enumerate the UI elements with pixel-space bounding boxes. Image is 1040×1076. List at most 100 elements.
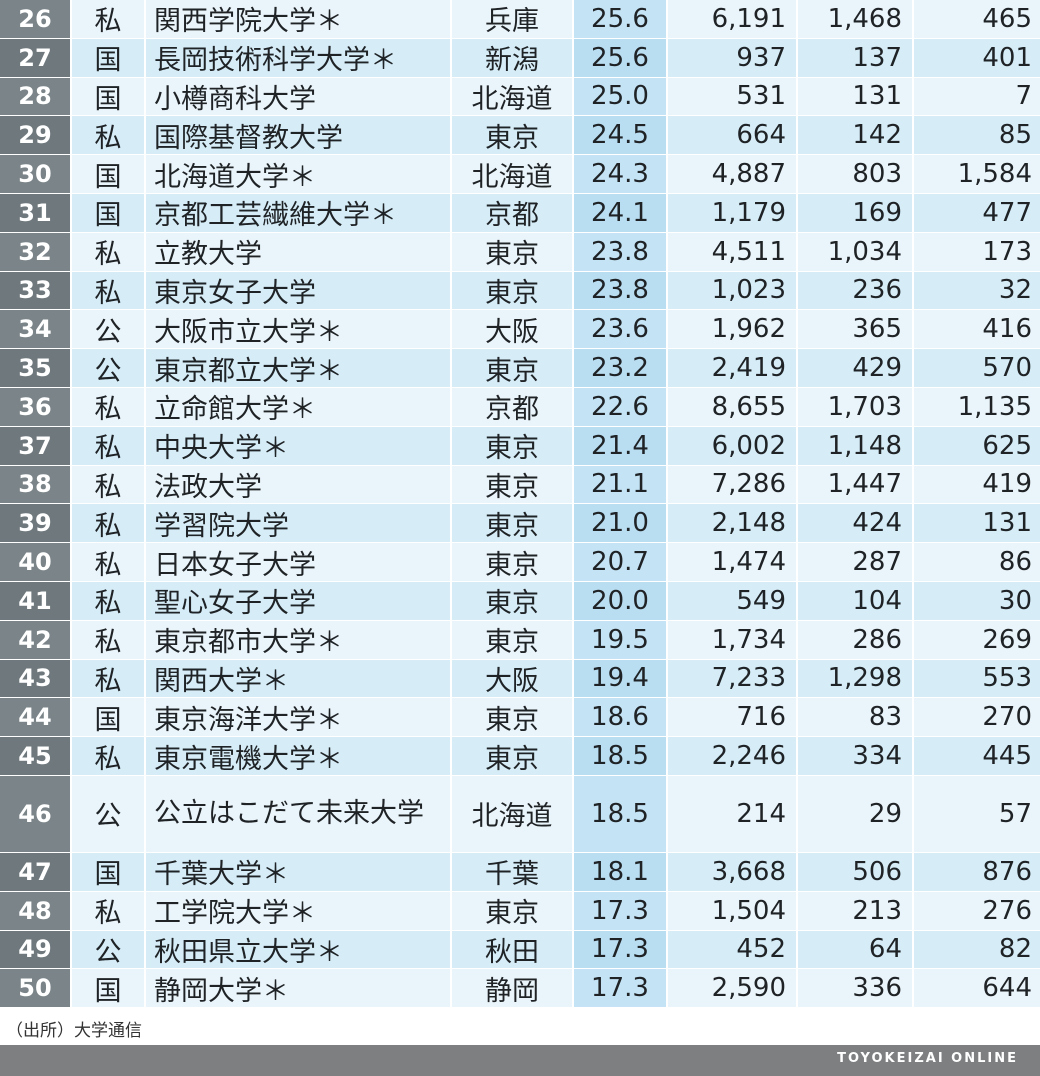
value3-cell: 85 bbox=[914, 116, 1040, 155]
ranking-table: 26 私関西学院大学＊ 兵庫 25.6 6,191 1,468 465 27 国長岡技術科学大… bbox=[0, 0, 1040, 1009]
prefecture-cell: 大阪 bbox=[452, 310, 574, 349]
score-cell: 21.1 bbox=[574, 465, 668, 504]
type-cell: 国 bbox=[72, 38, 146, 77]
university-name-cell: 北海道大学＊ bbox=[146, 155, 452, 193]
score-cell: 22.6 bbox=[574, 387, 668, 426]
rank-cell: 45 bbox=[0, 737, 72, 775]
value2-cell: 424 bbox=[798, 504, 914, 543]
table-row: 38 私法政大学 東京 21.1 7,286 1,447 419 bbox=[0, 465, 1040, 505]
rank-cell: 28 bbox=[0, 77, 72, 116]
university-name-cell: 東京都立大学＊ bbox=[146, 349, 452, 387]
prefecture-cell: 京都 bbox=[452, 193, 574, 232]
value1-cell: 1,962 bbox=[668, 310, 798, 349]
rank-cell: 31 bbox=[0, 193, 72, 232]
value1-cell: 1,734 bbox=[668, 620, 798, 659]
value2-cell: 142 bbox=[798, 116, 914, 155]
value1-cell: 1,504 bbox=[668, 891, 798, 930]
value1-cell: 2,148 bbox=[668, 504, 798, 543]
rank-cell: 48 bbox=[0, 891, 72, 930]
score-cell: 23.8 bbox=[574, 232, 668, 271]
score-cell: 17.3 bbox=[574, 969, 668, 1008]
university-name-cell: 中央大学＊ bbox=[146, 426, 452, 465]
prefecture-cell: 東京 bbox=[452, 271, 574, 310]
rank-cell: 46 bbox=[0, 775, 72, 852]
value2-cell: 286 bbox=[798, 620, 914, 659]
value2-cell: 1,703 bbox=[798, 387, 914, 426]
university-name-cell: 小樽商科大学 bbox=[146, 77, 452, 116]
value1-cell: 452 bbox=[668, 930, 798, 969]
table-row: 41 私聖心女子大学 東京 20.0 549 104 30 bbox=[0, 581, 1040, 621]
university-name-cell: 東京都市大学＊ bbox=[146, 620, 452, 659]
value1-cell: 8,655 bbox=[668, 387, 798, 426]
table-row: 26 私関西学院大学＊ 兵庫 25.6 6,191 1,468 465 bbox=[0, 0, 1040, 39]
rank-cell: 42 bbox=[0, 620, 72, 659]
type-cell: 私 bbox=[72, 891, 146, 930]
university-name-cell: 関西学院大学＊ bbox=[146, 0, 452, 38]
source-note: （出所）大学通信 bbox=[6, 1021, 142, 1041]
value2-cell: 83 bbox=[798, 698, 914, 737]
university-name-cell: 国際基督教大学 bbox=[146, 116, 452, 155]
value2-cell: 287 bbox=[798, 543, 914, 581]
prefecture-cell: 新潟 bbox=[452, 38, 574, 77]
prefecture-cell: 東京 bbox=[452, 426, 574, 465]
rank-cell: 30 bbox=[0, 155, 72, 193]
type-cell: 国 bbox=[72, 969, 146, 1008]
value1-cell: 664 bbox=[668, 116, 798, 155]
table-row: 39 私学習院大学 東京 21.0 2,148 424 131 bbox=[0, 504, 1040, 544]
score-cell: 20.7 bbox=[574, 543, 668, 581]
type-cell: 私 bbox=[72, 0, 146, 38]
university-name-cell: 公立はこだて未来大学 bbox=[146, 775, 452, 852]
value2-cell: 803 bbox=[798, 155, 914, 193]
type-cell: 私 bbox=[72, 659, 146, 698]
table-row: 47 国千葉大学＊ 千葉 18.1 3,668 506 876 bbox=[0, 852, 1040, 892]
value2-cell: 429 bbox=[798, 349, 914, 387]
type-cell: 私 bbox=[72, 620, 146, 659]
type-cell: 私 bbox=[72, 581, 146, 620]
value3-cell: 269 bbox=[914, 620, 1040, 659]
score-cell: 18.1 bbox=[574, 852, 668, 891]
table-row: 27 国長岡技術科学大学＊ 新潟 25.6 937 137 401 bbox=[0, 38, 1040, 78]
value2-cell: 336 bbox=[798, 969, 914, 1008]
prefecture-cell: 静岡 bbox=[452, 969, 574, 1008]
table-row: 33 私東京女子大学 東京 23.8 1,023 236 32 bbox=[0, 271, 1040, 311]
value2-cell: 365 bbox=[798, 310, 914, 349]
value3-cell: 625 bbox=[914, 426, 1040, 465]
prefecture-cell: 東京 bbox=[452, 349, 574, 387]
score-cell: 19.5 bbox=[574, 620, 668, 659]
value3-cell: 1,135 bbox=[914, 387, 1040, 426]
value2-cell: 1,298 bbox=[798, 659, 914, 698]
score-cell: 17.3 bbox=[574, 930, 668, 969]
type-cell: 国 bbox=[72, 852, 146, 891]
score-cell: 25.6 bbox=[574, 38, 668, 77]
type-cell: 私 bbox=[72, 543, 146, 581]
type-cell: 私 bbox=[72, 504, 146, 543]
value1-cell: 4,887 bbox=[668, 155, 798, 193]
value2-cell: 1,034 bbox=[798, 232, 914, 271]
university-name-cell: 立教大学 bbox=[146, 232, 452, 271]
value3-cell: 553 bbox=[914, 659, 1040, 698]
value1-cell: 531 bbox=[668, 77, 798, 116]
type-cell: 公 bbox=[72, 775, 146, 852]
value2-cell: 169 bbox=[798, 193, 914, 232]
value2-cell: 334 bbox=[798, 737, 914, 775]
rank-cell: 41 bbox=[0, 581, 72, 620]
type-cell: 私 bbox=[72, 426, 146, 465]
value3-cell: 477 bbox=[914, 193, 1040, 232]
rank-cell: 29 bbox=[0, 116, 72, 155]
university-name-cell: 大阪市立大学＊ bbox=[146, 310, 452, 349]
value2-cell: 64 bbox=[798, 930, 914, 969]
prefecture-cell: 大阪 bbox=[452, 659, 574, 698]
university-name-cell: 法政大学 bbox=[146, 465, 452, 504]
value2-cell: 236 bbox=[798, 271, 914, 310]
table-row: 31 国京都工芸繊維大学＊ 京都 24.1 1,179 169 477 bbox=[0, 193, 1040, 233]
prefecture-cell: 東京 bbox=[452, 465, 574, 504]
value3-cell: 7 bbox=[914, 77, 1040, 116]
value2-cell: 137 bbox=[798, 38, 914, 77]
university-name-cell: 関西大学＊ bbox=[146, 659, 452, 698]
type-cell: 私 bbox=[72, 737, 146, 775]
rank-cell: 37 bbox=[0, 426, 72, 465]
value1-cell: 6,002 bbox=[668, 426, 798, 465]
prefecture-cell: 秋田 bbox=[452, 930, 574, 969]
type-cell: 国 bbox=[72, 698, 146, 737]
prefecture-cell: 東京 bbox=[452, 698, 574, 737]
